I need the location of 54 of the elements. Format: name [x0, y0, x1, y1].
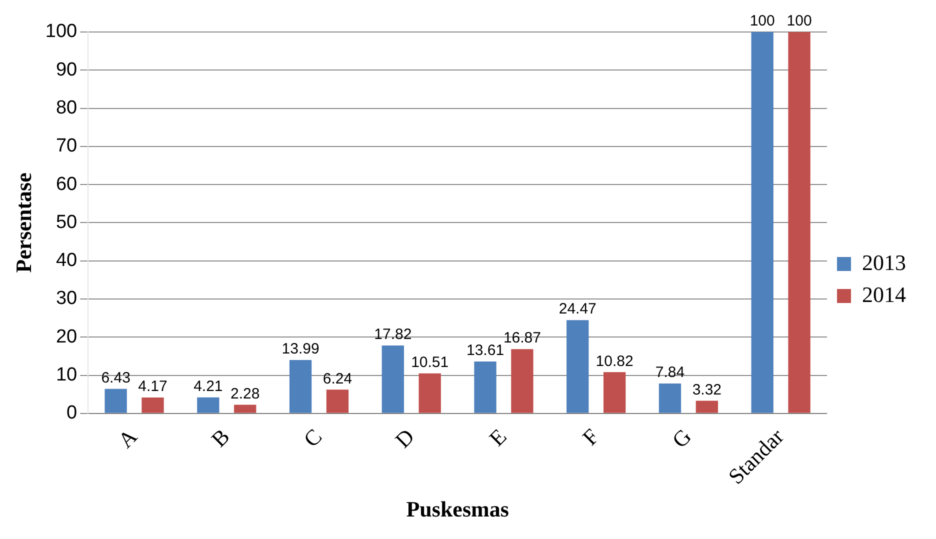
data-label: 4.21: [194, 378, 223, 395]
y-tick-label: 90: [56, 59, 78, 80]
x-tick-label: C: [298, 424, 327, 452]
bar: [197, 397, 220, 413]
y-axis-title: Persentase: [10, 172, 36, 273]
data-label: 13.61: [466, 342, 504, 360]
y-tick-label: 50: [56, 212, 78, 233]
bar: [234, 404, 256, 413]
bar: [289, 360, 312, 413]
x-tick-label: G: [667, 424, 696, 453]
bar: [658, 384, 682, 413]
legend-label: 2014: [862, 282, 906, 307]
data-label: 4.17: [138, 378, 168, 396]
data-label: 100: [750, 12, 775, 30]
data-label: 3.32: [692, 381, 722, 398]
data-label: 24.47: [558, 300, 596, 318]
data-label: 6.24: [322, 370, 352, 388]
y-tick-label: 100: [45, 21, 78, 42]
y-tick-label: 60: [56, 174, 78, 195]
bar: [511, 349, 534, 413]
data-label: 100: [786, 12, 812, 30]
data-label: 17.82: [374, 326, 412, 344]
bar: [326, 390, 349, 413]
x-tick-label: D: [390, 424, 419, 453]
bar: [696, 400, 718, 413]
bar: [566, 320, 589, 413]
y-tick-label: 30: [56, 288, 78, 310]
bar: [474, 362, 496, 413]
data-label: 13.99: [282, 340, 320, 358]
data-label: 7.84: [655, 364, 685, 382]
bar: [788, 32, 810, 413]
legend-label: 2013: [862, 250, 906, 275]
bar: [104, 388, 127, 413]
bar: [603, 372, 626, 413]
x-tick-label: B: [206, 424, 234, 452]
y-tick-label: 40: [56, 250, 78, 272]
y-tick-label: 80: [56, 98, 78, 119]
data-label: 10.51: [411, 354, 449, 371]
x-axis-title: Puskesmas: [406, 496, 510, 522]
x-tick-label: A: [112, 424, 142, 453]
data-label: 10.82: [596, 352, 634, 370]
data-label: 6.43: [101, 370, 130, 387]
bar: [751, 32, 774, 413]
y-tick-label: 0: [66, 402, 78, 424]
bar: [142, 398, 164, 413]
bar: [382, 345, 404, 413]
y-tick-label: 10: [56, 364, 78, 386]
x-tick-label: F: [577, 424, 604, 450]
data-label: 16.87: [503, 330, 541, 347]
bar: [418, 373, 441, 413]
data-label: 2.28: [230, 385, 260, 402]
x-tick-label: E: [484, 424, 512, 451]
y-tick-label: 20: [56, 326, 78, 348]
y-tick-label: 70: [56, 136, 78, 157]
